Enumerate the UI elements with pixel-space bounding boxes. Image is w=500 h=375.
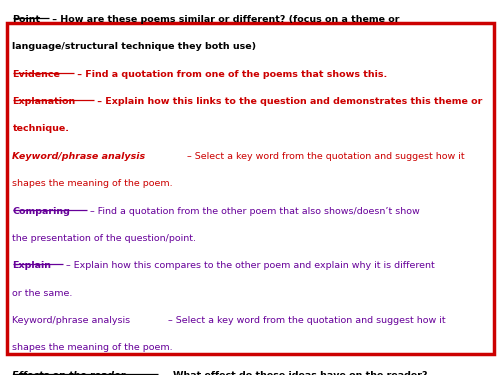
- Text: the presentation of the question/point.: the presentation of the question/point.: [12, 234, 196, 243]
- Text: Comparing: Comparing: [12, 207, 70, 216]
- Text: Point: Point: [12, 15, 40, 24]
- Text: –: –: [158, 371, 170, 375]
- Text: Keyword/phrase analysis: Keyword/phrase analysis: [12, 152, 145, 161]
- Text: – Select a key word from the quotation and suggest how it: – Select a key word from the quotation a…: [184, 152, 465, 161]
- Text: – Select a key word from the quotation and suggest how it: – Select a key word from the quotation a…: [165, 316, 446, 325]
- Text: – Explain how this compares to the other poem and explain why it is different: – Explain how this compares to the other…: [63, 261, 434, 270]
- FancyBboxPatch shape: [6, 22, 494, 354]
- Text: Keyword/phrase analysis: Keyword/phrase analysis: [12, 316, 130, 325]
- Text: Effects on the reader: Effects on the reader: [12, 371, 126, 375]
- Text: Evidence: Evidence: [12, 70, 60, 79]
- Text: – Explain how this links to the question and demonstrates this theme or: – Explain how this links to the question…: [94, 97, 482, 106]
- Text: or the same.: or the same.: [12, 289, 73, 298]
- Text: – Find a quotation from one of the poems that shows this.: – Find a quotation from one of the poems…: [74, 70, 388, 79]
- Text: language/structural technique they both use): language/structural technique they both …: [12, 42, 256, 51]
- Text: – How are these poems similar or different? (focus on a theme or: – How are these poems similar or differe…: [49, 15, 400, 24]
- Text: shapes the meaning of the poem.: shapes the meaning of the poem.: [12, 179, 173, 188]
- Text: Explanation: Explanation: [12, 97, 76, 106]
- Text: Explain: Explain: [12, 261, 51, 270]
- Text: technique.: technique.: [12, 124, 70, 134]
- Text: shapes the meaning of the poem.: shapes the meaning of the poem.: [12, 344, 173, 352]
- Text: What effect do these ideas have on the reader?: What effect do these ideas have on the r…: [173, 371, 428, 375]
- Text: – Find a quotation from the other poem that also shows/doesn’t show: – Find a quotation from the other poem t…: [87, 207, 420, 216]
